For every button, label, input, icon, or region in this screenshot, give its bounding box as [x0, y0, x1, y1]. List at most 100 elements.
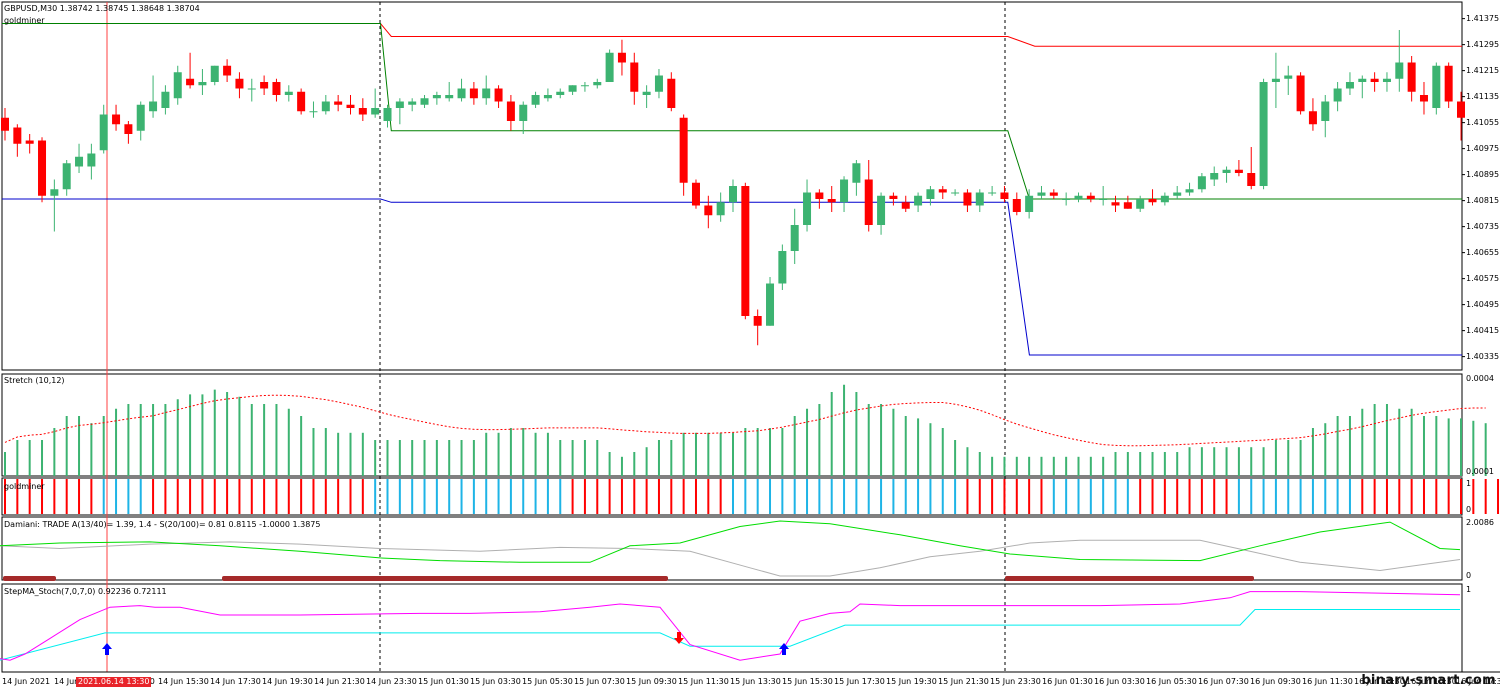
candle-body [1444, 65, 1453, 102]
price-tick-label: 1.41375 [1466, 14, 1500, 23]
candle-body [482, 88, 491, 99]
candle-body [112, 114, 121, 125]
candle-body [852, 163, 861, 183]
candle-body [1271, 78, 1280, 82]
candle-body [729, 186, 737, 203]
candle-body [914, 195, 923, 206]
stretch-label: Stretch (10,12) [4, 376, 65, 385]
time-tick-label: 14 Jun 2021 [2, 677, 51, 686]
candle-body [704, 205, 713, 216]
candle-body [617, 52, 626, 63]
candle-body [889, 195, 898, 199]
time-tick-label: 16 Jun 13:30 [1354, 677, 1405, 686]
candle-body [210, 65, 219, 82]
symbol-info: GBPUSD,M30 1.38742 1.38745 1.38648 1.387… [4, 4, 200, 13]
damiani-trade-bar [222, 576, 668, 581]
candle-body [346, 104, 355, 108]
candle-body [963, 192, 972, 206]
main-indicator-label: goldminer [4, 16, 45, 25]
candle-body [223, 65, 232, 76]
candle-body [38, 140, 47, 196]
price-tick-label: 1.41135 [1466, 92, 1500, 101]
candle-body [87, 153, 96, 167]
candle-body [753, 316, 762, 326]
time-tick-label: 15 Jun 09:30 [626, 677, 677, 686]
watermark: binary-smart.com [1361, 673, 1496, 688]
damiani-scale-bottom: 0 [1466, 571, 1472, 580]
candle-body [1247, 173, 1256, 186]
candle-body [975, 192, 984, 206]
candle-body [124, 124, 133, 134]
candle-body [13, 127, 22, 144]
goldminer-scale-bottom: 0 [1466, 505, 1472, 514]
candle-body [371, 108, 380, 115]
buy-arrow-icon [102, 643, 112, 655]
candle-body [321, 101, 330, 112]
sell-arrow-icon [674, 632, 684, 644]
stretch-scale-bottom: 0.0001 [1466, 467, 1494, 476]
candle-body [1432, 65, 1441, 108]
candle-body [926, 189, 935, 199]
candle-body [62, 163, 71, 190]
candle-body [309, 111, 318, 113]
candle-body [1259, 82, 1268, 186]
time-tick-label: 16 Jun 01:30 [1042, 677, 1093, 686]
candle-body [1234, 169, 1243, 173]
candle-body [334, 101, 343, 105]
time-tick-label: 14 Jun 23:30 [366, 677, 417, 686]
candle-body [716, 202, 725, 216]
time-tick-label: 15 Jun 19:30 [886, 677, 937, 686]
time-tick-label: 15 Jun 15:30 [782, 677, 833, 686]
candle-body [1136, 199, 1145, 209]
time-tick-label: 16 Jun 11:30 [1302, 677, 1353, 686]
candle-body [1308, 111, 1317, 125]
price-tick-label: 1.40975 [1466, 144, 1500, 153]
stepma-magenta-line [0, 591, 1461, 661]
candle-body [679, 117, 688, 183]
buy-arrow-icon [779, 643, 789, 655]
candle-body [630, 62, 639, 92]
damiani-scale-top: 2.0086 [1466, 518, 1494, 527]
candle-body [494, 88, 503, 102]
candle-body [605, 52, 614, 82]
time-tick-label: 15 Jun 11:30 [678, 677, 729, 686]
candle-body [75, 156, 84, 167]
candle-body [1358, 78, 1367, 82]
damiani-panel-frame [1, 516, 1463, 581]
candle-body [1173, 192, 1182, 196]
candle-body [790, 225, 799, 251]
damiani-gray-line [0, 539, 1461, 577]
time-tick-label: 15 Jun 13:30 [730, 677, 781, 686]
stepma-scale-top: 1 [1466, 585, 1472, 594]
damiani-label: Damiani: TRADE A(13/40)= 1.39, 1.4 - S(2… [4, 520, 321, 529]
candle-body [1160, 195, 1169, 203]
time-tick-label: 14 Jun 17:30 [210, 677, 261, 686]
time-tick-label: 16 Jun 07:30 [1198, 677, 1249, 686]
candle-body [297, 91, 306, 112]
candle-body [25, 140, 34, 144]
candle-body [1197, 176, 1206, 190]
candle-body [1222, 169, 1231, 173]
candle-body [901, 202, 910, 209]
time-tick-label: 15 Jun 17:30 [834, 677, 885, 686]
candle-body [1086, 195, 1095, 199]
candle-body [1457, 101, 1465, 118]
candle-body [691, 182, 700, 206]
stretch-signal-line [4, 394, 1486, 447]
candle-body [1012, 199, 1021, 212]
time-tick-label: 14 Jun 19:30 [262, 677, 313, 686]
candle-body [186, 78, 195, 86]
time-tick-label: 16 Jun 05:30 [1146, 677, 1197, 686]
candle-body [1111, 202, 1120, 206]
candle-body [531, 95, 540, 105]
candle-body [383, 108, 392, 121]
candle-body [457, 88, 466, 99]
candle-body [136, 104, 145, 131]
candle-body [1037, 192, 1046, 196]
candle-body [543, 95, 552, 99]
candle-body [1370, 78, 1379, 82]
time-tick-label: 15 Jun 21:30 [938, 677, 989, 686]
candle-body [1025, 195, 1034, 212]
price-tick-label: 1.41055 [1466, 118, 1500, 127]
